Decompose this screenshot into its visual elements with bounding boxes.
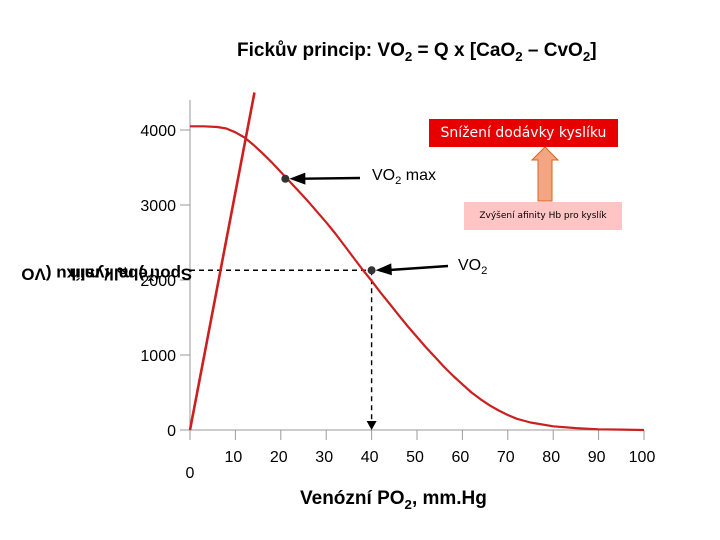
x-tick-label: 50: [406, 449, 424, 466]
x-ticks: 0 10 20 30 40 50 60 70 80 90 100: [186, 430, 656, 482]
pink-up-arrow: [530, 146, 560, 202]
x-tick-label: 100: [629, 449, 656, 466]
plot-area: [188, 92, 645, 432]
supply-decrease-box: Snížení dodávky kyslíku: [429, 119, 618, 147]
vo2max-arrow-head: [289, 172, 306, 185]
y-tick-label: 1000: [140, 348, 176, 365]
vo2-arrow: [389, 264, 449, 272]
vo2max-point: [281, 174, 290, 183]
x-tick-label: 40: [361, 449, 379, 466]
x-tick-label: 70: [497, 449, 515, 466]
y-tick-label: 4000: [140, 123, 176, 140]
vo2-point: [367, 266, 376, 275]
vo2max-arrow: [303, 176, 361, 180]
x-tick-label: 60: [452, 449, 470, 466]
consumption-curve: [190, 125, 645, 432]
y-tick-label: 2000: [140, 273, 176, 290]
guide-lines: [190, 269, 377, 430]
y-tick-label: 3000: [140, 198, 176, 215]
vo2-arrow-head: [375, 263, 392, 276]
chart-title: Fickův princip: VO2 = Q x [CaO2 – CvO2]: [237, 40, 597, 64]
hb-affinity-box: Zvýšení afinity Hb pro kyslík: [464, 202, 622, 230]
y-ticks: 0 1000 2000 3000 4000: [140, 123, 190, 440]
annotation-arrows: [289, 146, 560, 276]
vo2-label: VO2: [458, 257, 488, 278]
x-tick-label: 20: [270, 449, 288, 466]
fick-line: [188, 92, 256, 431]
x-tick-label: 90: [588, 449, 606, 466]
vo2max-label: VO2 max: [372, 167, 437, 188]
x-tick-label: 80: [542, 449, 560, 466]
y-tick-label: 0: [167, 423, 176, 440]
vo2-down-arrowhead: [366, 421, 377, 430]
x-tick-label: 0: [186, 465, 195, 482]
x-tick-label: 30: [315, 449, 333, 466]
x-axis-title: Venózní PO2, mm.Hg: [300, 488, 487, 512]
x-tick-label: 10: [225, 449, 243, 466]
